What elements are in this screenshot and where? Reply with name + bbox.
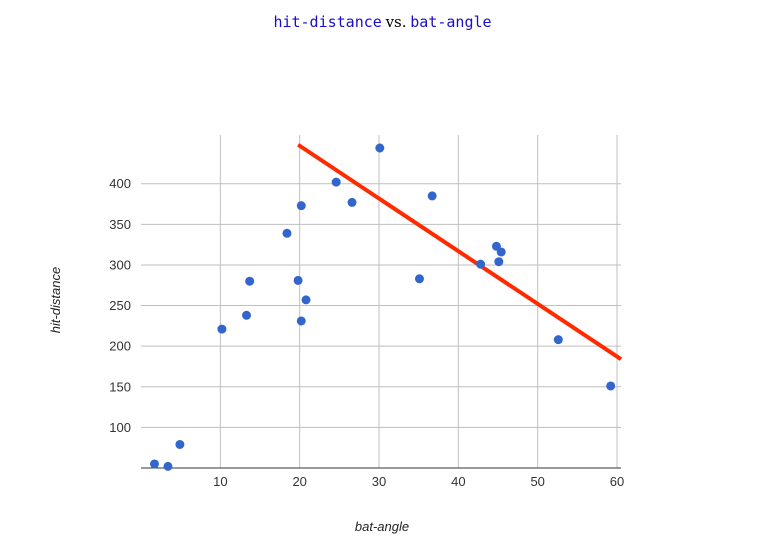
y-tick-label: 400 [109,176,131,191]
x-tick-label: 30 [372,474,386,489]
chart-title-y: hit-distance [273,13,382,31]
y-tick-label: 300 [109,257,131,272]
trendline [296,143,623,361]
chart-title-vs: vs. [385,13,407,31]
x-tick-label: 40 [451,474,465,489]
y-axis-label: hit-distance [48,267,63,333]
data-points [149,143,616,471]
y-tick-label: 150 [109,379,131,394]
data-point [476,259,486,269]
data-point [217,324,227,334]
data-point [347,197,357,207]
tick-labels: 10 20 30 40 50 60 100 150 200 250 300 350 400 [109,176,624,489]
data-point [175,439,185,449]
y-tick-label: 100 [109,420,131,435]
data-point [163,461,173,471]
data-point [245,276,255,286]
data-point [414,274,424,284]
data-point [282,228,292,238]
x-tick-label: 20 [292,474,306,489]
y-tick-label: 350 [109,217,131,232]
data-point [242,310,252,320]
data-point [375,143,385,153]
data-point [331,177,341,187]
x-tick-label: 10 [213,474,227,489]
data-point [553,335,563,345]
data-point [149,459,159,469]
data-point [301,295,311,305]
chart-title-x: bat-angle [410,13,492,31]
grid [141,135,621,469]
y-tick-label: 250 [109,298,131,313]
data-point [293,275,303,285]
data-point [494,257,504,267]
y-tick-label: 200 [109,339,131,354]
data-point [427,191,437,201]
data-point [296,201,306,211]
data-point [296,316,306,326]
data-point [606,381,616,391]
chart-title: hit-distance vs. bat-angle [0,13,765,32]
data-point [496,247,506,257]
x-tick-label: 50 [530,474,544,489]
x-tick-label: 60 [610,474,624,489]
x-axis-label: bat-angle [355,519,409,534]
trendline-layer [296,143,623,361]
